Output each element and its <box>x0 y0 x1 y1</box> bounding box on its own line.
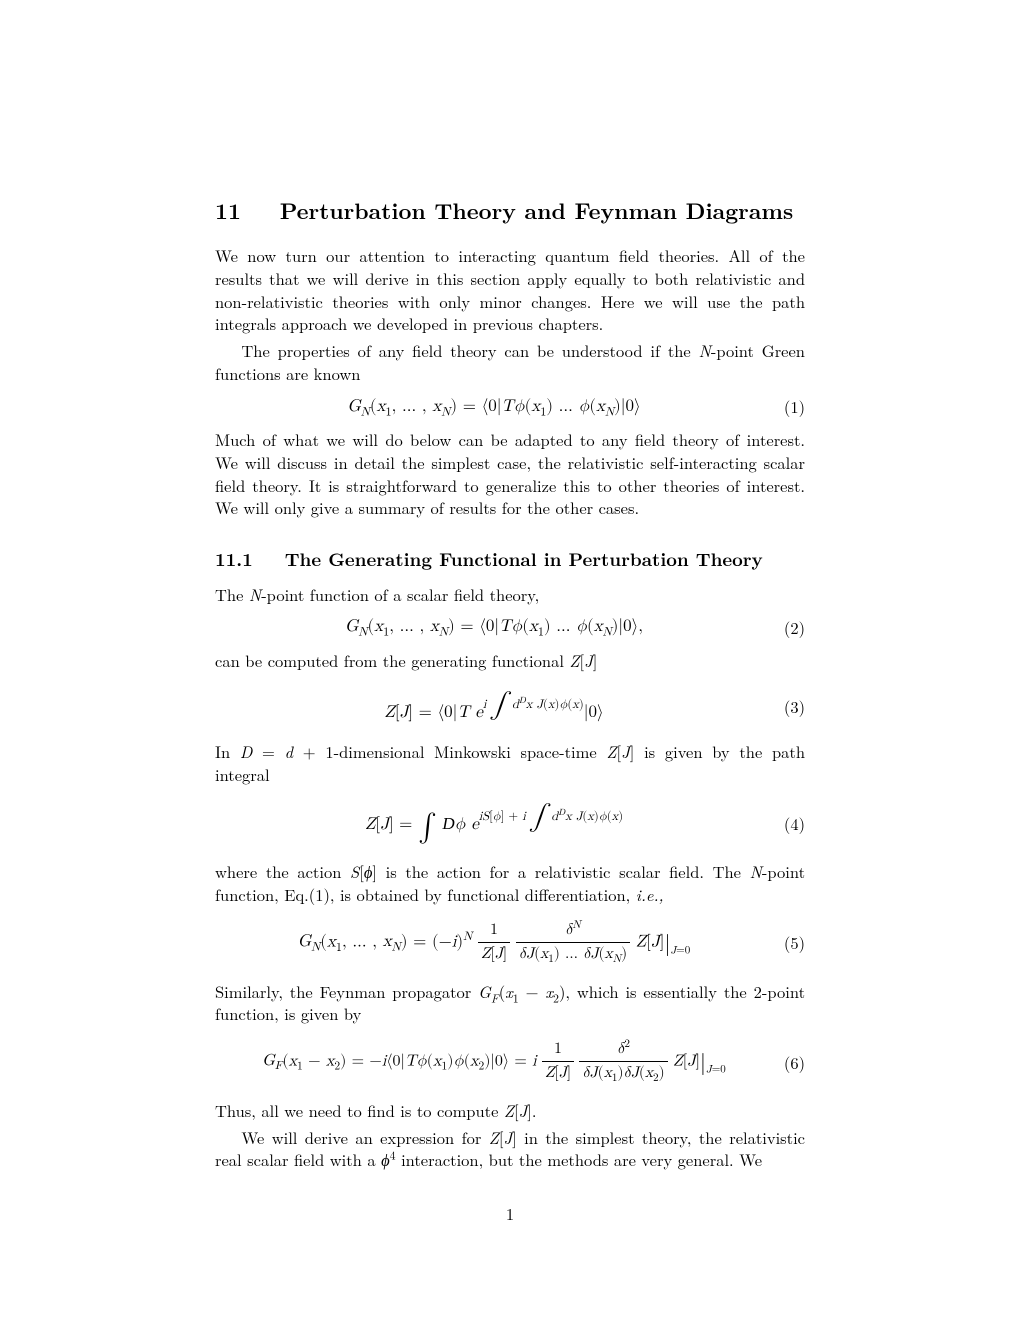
equation-body: GN(x1, … , xN) = ⟨0|Tϕ(x1) … ϕ(xN)|0⟩ <box>215 395 773 418</box>
page: 11 Perturbation Theory and Feynman Diagr… <box>0 0 1020 1320</box>
equation-6: GF(x1 − x2) = −i⟨0|Tϕ(x1)ϕ(x2)|0⟩ = i 1Z… <box>215 1039 805 1085</box>
equation-body: GN(x1, … , xN) = ⟨0|Tϕ(x1) … ϕ(xN)|0⟩, <box>215 615 773 638</box>
page-number: 1 <box>0 1202 1020 1225</box>
equation-4: Z[J] = ∫ Dϕ eiS[ϕ] + i ∫ dDx J(x)ϕ(x) (4… <box>215 800 805 847</box>
para-6: In D = d + 1-dimensional Minkowski space… <box>215 740 805 786</box>
equation-number: (2) <box>773 616 805 639</box>
section-title-text: Perturbation Theory and Feynman Diagrams <box>280 194 793 226</box>
equation-number: (3) <box>773 695 805 718</box>
para-7: where the action S[ϕ] is the action for … <box>215 860 805 906</box>
equation-body: Z[J] = ⟨0|T ei ∫ dDx J(x)ϕ(x)|0⟩ <box>215 688 773 724</box>
para-8: Similarly, the Feynman propagator GF(x1 … <box>215 980 805 1026</box>
subsection-title: 11.1 The Generating Functional in Pertur… <box>215 547 805 573</box>
equation-number: (6) <box>773 1051 805 1074</box>
subsection-number: 11.1 <box>215 546 253 572</box>
equation-1: GN(x1, … , xN) = ⟨0|Tϕ(x1) … ϕ(xN)|0⟩ (1… <box>215 395 805 418</box>
para-4: The N-point function of a scalar field t… <box>215 583 805 606</box>
subsection-title-text: The Generating Functional in Perturbatio… <box>285 546 763 572</box>
para-3: Much of what we will do below can be ada… <box>215 428 805 519</box>
para-5: can be computed from the generating func… <box>215 649 805 672</box>
para-9: Thus, all we need to find is to compute … <box>215 1099 805 1122</box>
equation-number: (1) <box>773 395 805 418</box>
equation-5: GN(x1, … , xN) = (−i)N 1Z[J] δNδJ(x1) … … <box>215 920 805 966</box>
section-title: 11 Perturbation Theory and Feynman Diagr… <box>215 195 805 226</box>
equation-number: (5) <box>773 931 805 954</box>
equation-number: (4) <box>773 812 805 835</box>
equation-body: GF(x1 − x2) = −i⟨0|Tϕ(x1)ϕ(x2)|0⟩ = i 1Z… <box>215 1039 773 1085</box>
equation-body: Z[J] = ∫ Dϕ eiS[ϕ] + i ∫ dDx J(x)ϕ(x) <box>215 800 773 847</box>
equation-body: GN(x1, … , xN) = (−i)N 1Z[J] δNδJ(x1) … … <box>215 920 773 966</box>
section-number: 11 <box>215 194 241 226</box>
para-10: We will derive an expression for Z[J] in… <box>215 1126 805 1172</box>
para-2: The properties of any field theory can b… <box>215 339 805 385</box>
equation-2: GN(x1, … , xN) = ⟨0|Tϕ(x1) … ϕ(xN)|0⟩, (… <box>215 615 805 638</box>
para-1: We now turn our attention to interacting… <box>215 244 805 335</box>
equation-3: Z[J] = ⟨0|T ei ∫ dDx J(x)ϕ(x)|0⟩ (3) <box>215 688 805 724</box>
